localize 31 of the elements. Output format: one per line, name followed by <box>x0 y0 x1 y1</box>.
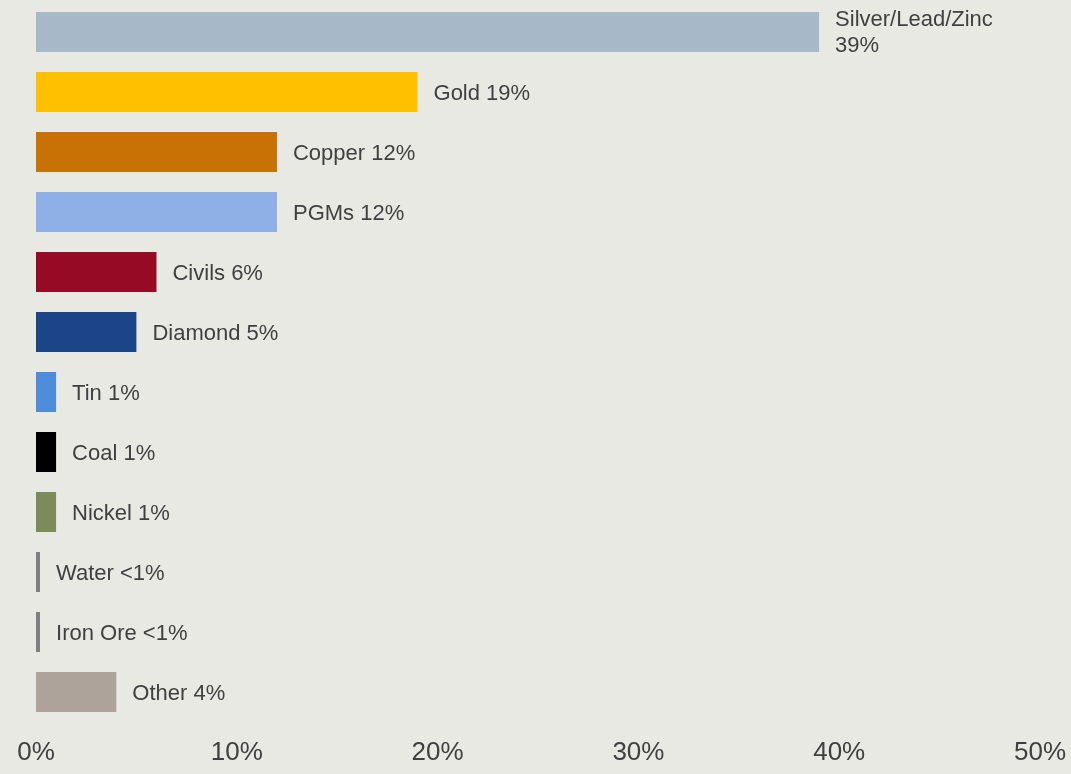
bar <box>36 12 820 52</box>
data-label: 39% <box>835 32 880 57</box>
bar <box>36 612 41 652</box>
x-tick-label: 50% <box>1013 736 1067 767</box>
category-label: Copper 12% <box>292 140 416 165</box>
bar <box>36 672 117 712</box>
bar <box>36 192 277 232</box>
x-tick-label: 40% <box>813 736 866 767</box>
bar <box>36 312 137 352</box>
bar <box>36 372 57 412</box>
bar <box>36 492 57 532</box>
bar <box>36 132 277 172</box>
category-label: PGMs 12% <box>292 200 405 225</box>
y-tick-label: Silver/Lead/Zinc <box>835 6 993 31</box>
x-tick-label: 20% <box>411 736 464 767</box>
x-tick-label: 0% <box>17 736 55 767</box>
bar <box>36 72 418 112</box>
category-label: Nickel 1% <box>72 500 170 525</box>
category-label: Civils 6% <box>172 260 263 285</box>
x-tick-label: 30% <box>612 736 665 767</box>
bar <box>36 432 57 472</box>
category-label: Diamond 5% <box>152 320 279 345</box>
bar <box>36 552 41 592</box>
category-label: Other 4% <box>132 680 226 705</box>
category-label: Iron Ore <1% <box>56 620 188 645</box>
category-label: Tin 1% <box>72 380 140 405</box>
bar <box>36 252 157 292</box>
category-label: Gold 19% <box>433 80 531 105</box>
category-label: Coal 1% <box>72 440 156 465</box>
x-tick-label: 10% <box>210 736 263 767</box>
category-label: Water <1% <box>56 560 165 585</box>
